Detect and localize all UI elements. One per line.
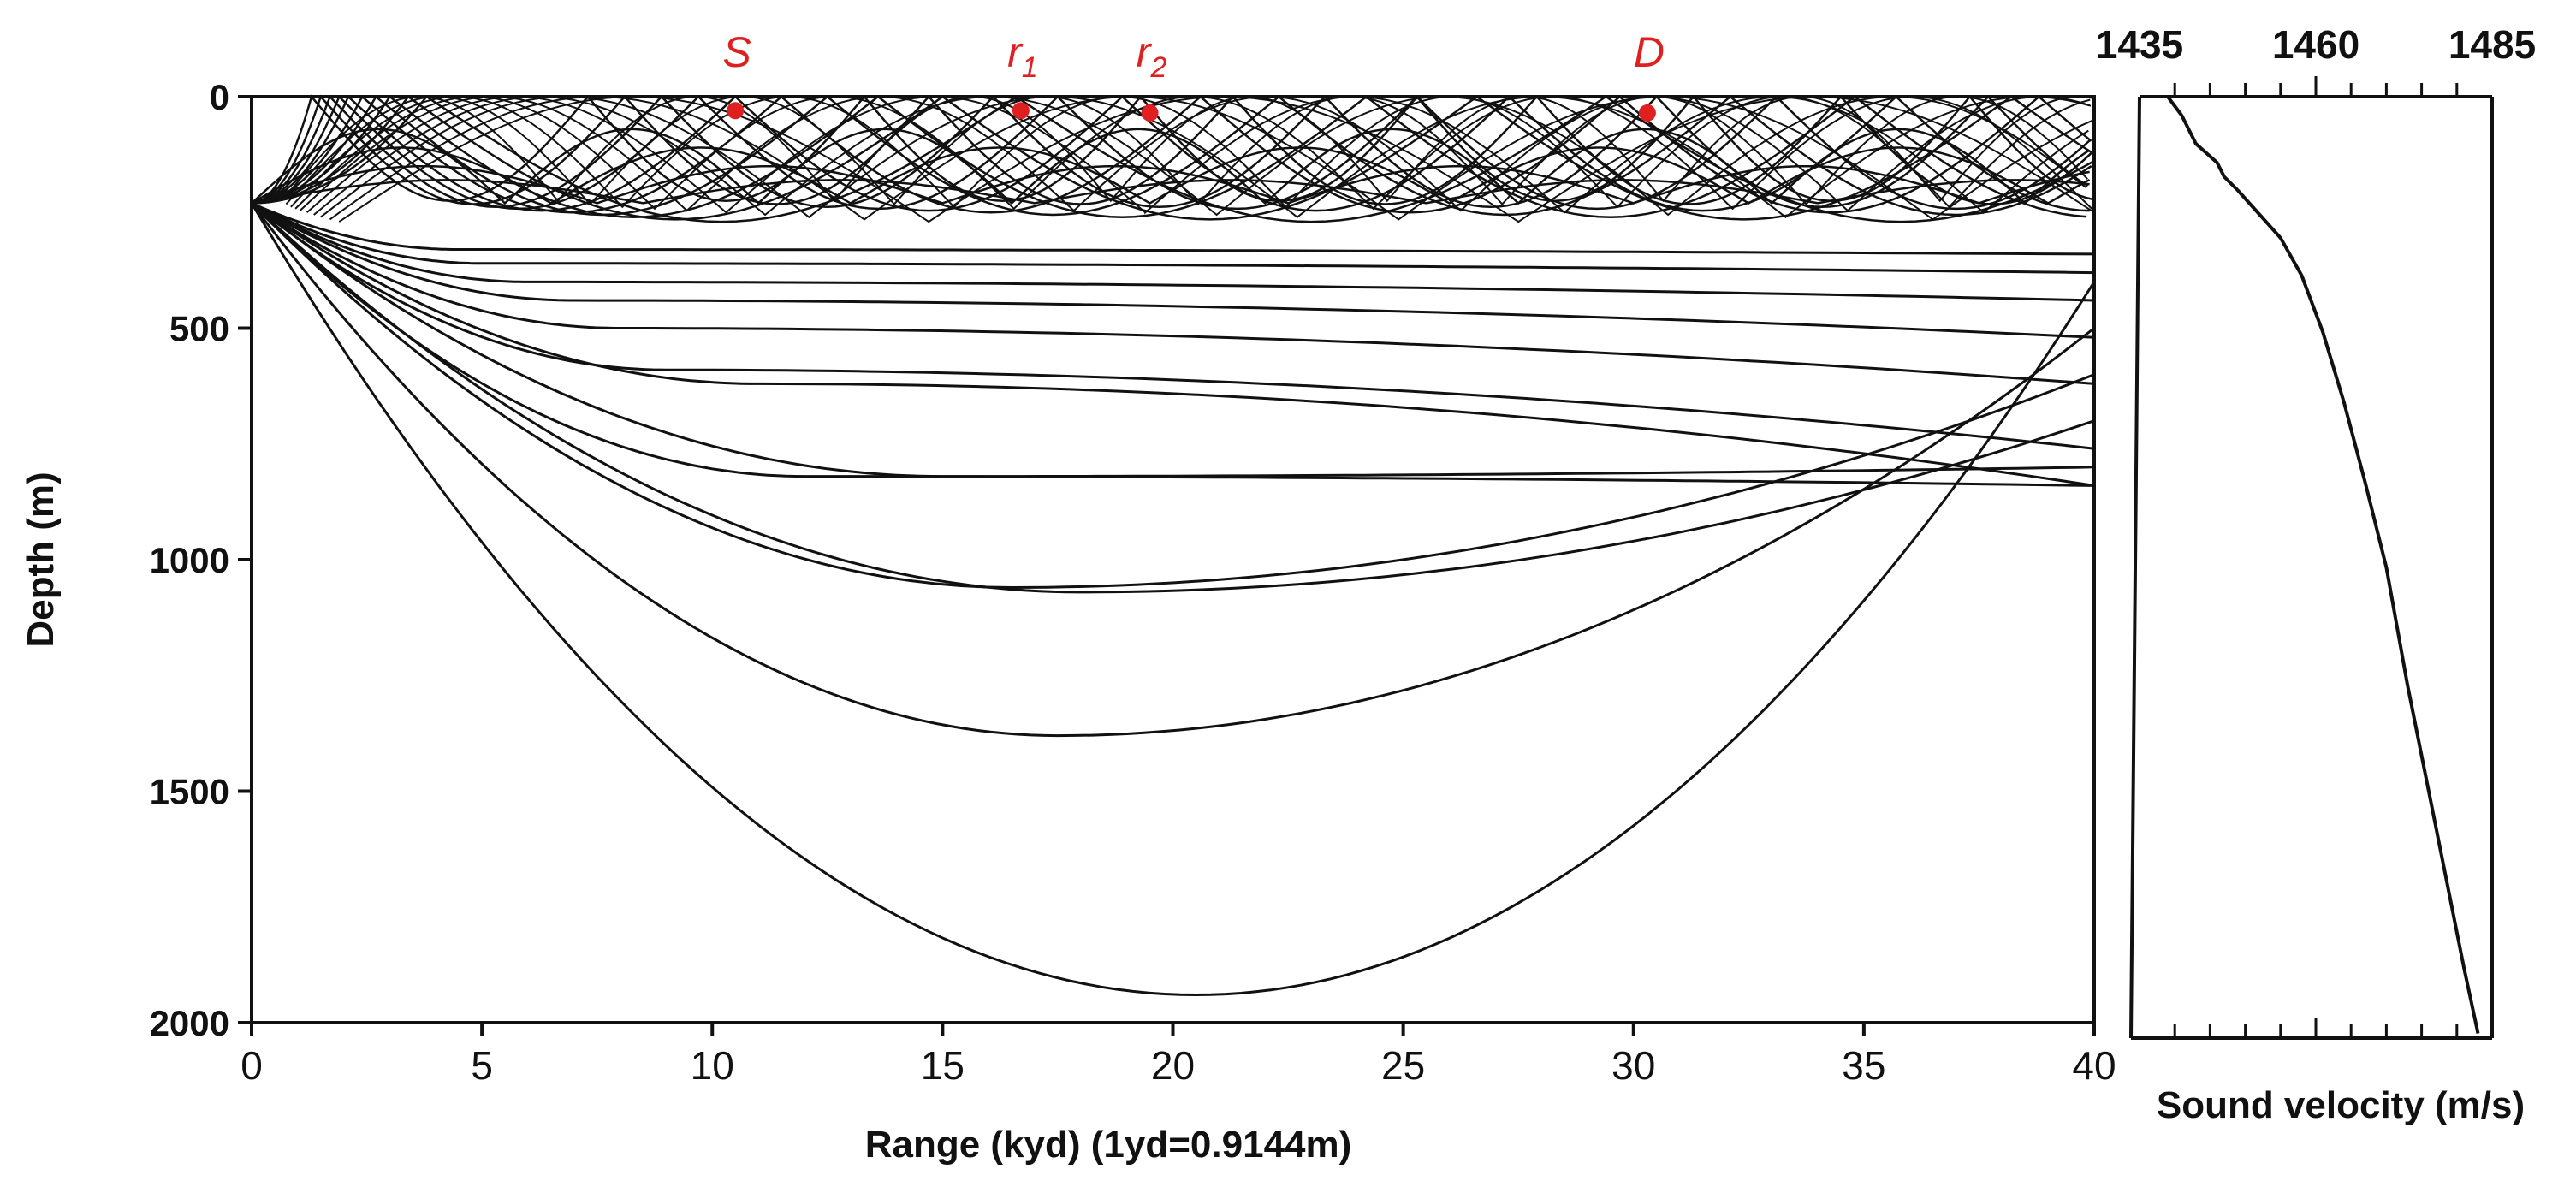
- surface-ray: [251, 95, 2093, 223]
- surface-ray: [251, 94, 2095, 205]
- surface-ray: [251, 95, 2092, 221]
- deep-ray: [250, 202, 2095, 738]
- ray-paths: [250, 94, 2096, 997]
- deep-ray: [251, 202, 2095, 385]
- range-tick-label: 30: [1611, 1043, 1655, 1088]
- velocity-tick-label: 1460: [2272, 22, 2359, 67]
- channel-ray: [251, 164, 2090, 205]
- deep-ray: [251, 202, 2095, 478]
- range-tick-label: 25: [1381, 1043, 1425, 1088]
- range-axis-ticks: 0 5 10 15 20 25 30 35 40: [240, 1023, 2116, 1088]
- depth-tick-label: 1500: [150, 772, 229, 812]
- depth-axis-label: Depth (m): [20, 472, 62, 647]
- depth-tick-label: 1000: [150, 540, 229, 580]
- surface-ray: [251, 95, 2087, 218]
- ray-plot-frame: [250, 95, 2096, 1024]
- surface-ray-echo: [320, 95, 2092, 218]
- deep-ray: [251, 202, 2095, 256]
- range-tick-label: 35: [1842, 1043, 1885, 1088]
- range-tick-label: 15: [921, 1043, 965, 1088]
- deep-ray: [251, 202, 2095, 450]
- marker-label: r1: [1007, 28, 1038, 84]
- deep-ray: [251, 202, 2095, 275]
- velocity-tick-label: 1435: [2096, 22, 2183, 67]
- velocity-axis-label: Sound velocity (m/s): [2157, 1084, 2525, 1126]
- marker-dot: [1012, 102, 1030, 120]
- velocity-axis-ticks: 1435 1460 1485: [2096, 22, 2536, 1038]
- ray-diagram: 0 500 1000 1500 2000 0 5 10 15 20 25 30 35 40 Depth …: [20, 28, 2116, 1166]
- depth-tick-label: 2000: [150, 1003, 229, 1043]
- range-tick-label: 10: [691, 1043, 734, 1088]
- range-tick-label: 40: [2072, 1043, 2116, 1088]
- range-tick-label: 0: [240, 1043, 263, 1088]
- depth-axis-ticks: 0 500 1000 1500 2000: [150, 77, 252, 1043]
- deep-ray: [250, 202, 2095, 594]
- deep-ray: [251, 202, 2095, 339]
- deep-ray: [251, 202, 2095, 487]
- deep-ray: [250, 202, 2095, 487]
- range-tick-label: 20: [1151, 1043, 1195, 1088]
- marker-label: r2: [1137, 28, 1167, 84]
- deep-ray: [250, 202, 2096, 997]
- marker-dot: [727, 102, 745, 120]
- range-axis-label: Range (kyd) (1yd=0.9144m): [865, 1124, 1352, 1166]
- velocity-axis-left: [2129, 96, 2141, 1039]
- velocity-profile: 1435 1460 1485 Sound velocity (m/s): [2096, 22, 2536, 1126]
- velocity-tick-label: 1485: [2448, 22, 2536, 67]
- sound-velocity-curve: [2166, 95, 2480, 1034]
- channel-ray: [251, 146, 2091, 205]
- marker-dot: [1638, 104, 1656, 122]
- deep-ray: [251, 202, 2095, 302]
- deep-ray: [250, 202, 2095, 590]
- channel-ray: [251, 179, 2090, 205]
- marker-label: S: [722, 28, 751, 76]
- depth-tick-label: 500: [169, 309, 229, 349]
- marker-label: D: [1634, 28, 1665, 76]
- channel-ray: [251, 128, 2091, 205]
- depth-tick-label: 0: [210, 77, 229, 117]
- range-tick-label: 5: [471, 1043, 493, 1088]
- marker-dot: [1141, 104, 1159, 122]
